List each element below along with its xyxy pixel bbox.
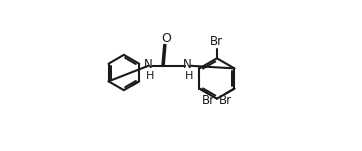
Text: Br: Br	[210, 35, 223, 48]
Text: H: H	[146, 71, 155, 80]
Text: Br: Br	[219, 94, 232, 107]
Text: N: N	[183, 58, 191, 71]
Text: N: N	[144, 58, 152, 71]
Text: Br: Br	[202, 94, 215, 107]
Text: H: H	[185, 71, 193, 80]
Text: O: O	[161, 32, 171, 45]
